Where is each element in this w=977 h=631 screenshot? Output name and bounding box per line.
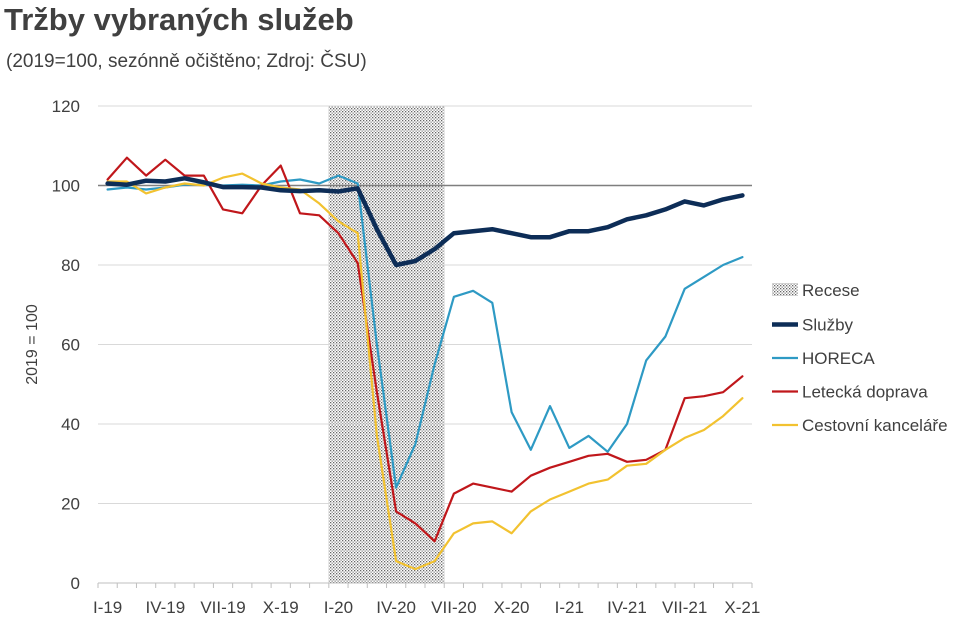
x-tick-label-IV-20: IV-20 [376,598,416,617]
legend-label-recession: Recese [802,281,860,300]
y-tick-label-60: 60 [61,336,80,355]
series-line-letecká-doprava [106,156,744,543]
series-line-služby [105,176,745,268]
x-tick-label-I-20: I-20 [324,598,353,617]
y-tick-label-100: 100 [52,177,80,196]
x-tick-label-IV-19: IV-19 [145,598,185,617]
legend-label-3: Cestovní kanceláře [802,416,948,435]
y-tick-label-0: 0 [71,574,80,593]
chart-subtitle: (2019=100, sezónně očištěno; Zdroj: ČSU) [6,51,367,72]
legend-label-1: HORECA [802,349,875,368]
x-tick-label-X-20: X-20 [494,598,530,617]
legend-swatch-recession [772,283,798,296]
legend-label-0: Služby [802,316,854,335]
x-tick-label-IV-21: IV-21 [607,598,647,617]
x-tick-label-I-19: I-19 [93,598,122,617]
x-tick-label-X-21: X-21 [724,598,760,617]
x-tick-label-VII-20: VII-20 [431,598,476,617]
x-tick-label-VII-21: VII-21 [662,598,707,617]
series-line-cestovní-kanceláře [106,172,744,571]
y-axis-label: 2019 = 100 [24,304,41,385]
y-tick-label-120: 120 [52,97,80,116]
x-tick-label-I-21: I-21 [555,598,584,617]
x-tick-label-X-19: X-19 [263,598,299,617]
chart-title: Tržby vybraných služeb [4,2,354,37]
y-tick-label-20: 20 [61,495,80,514]
y-tick-label-40: 40 [61,415,80,434]
legend-label-2: Letecká doprava [802,383,928,402]
y-tick-label-80: 80 [61,256,80,275]
x-tick-label-VII-19: VII-19 [200,598,245,617]
